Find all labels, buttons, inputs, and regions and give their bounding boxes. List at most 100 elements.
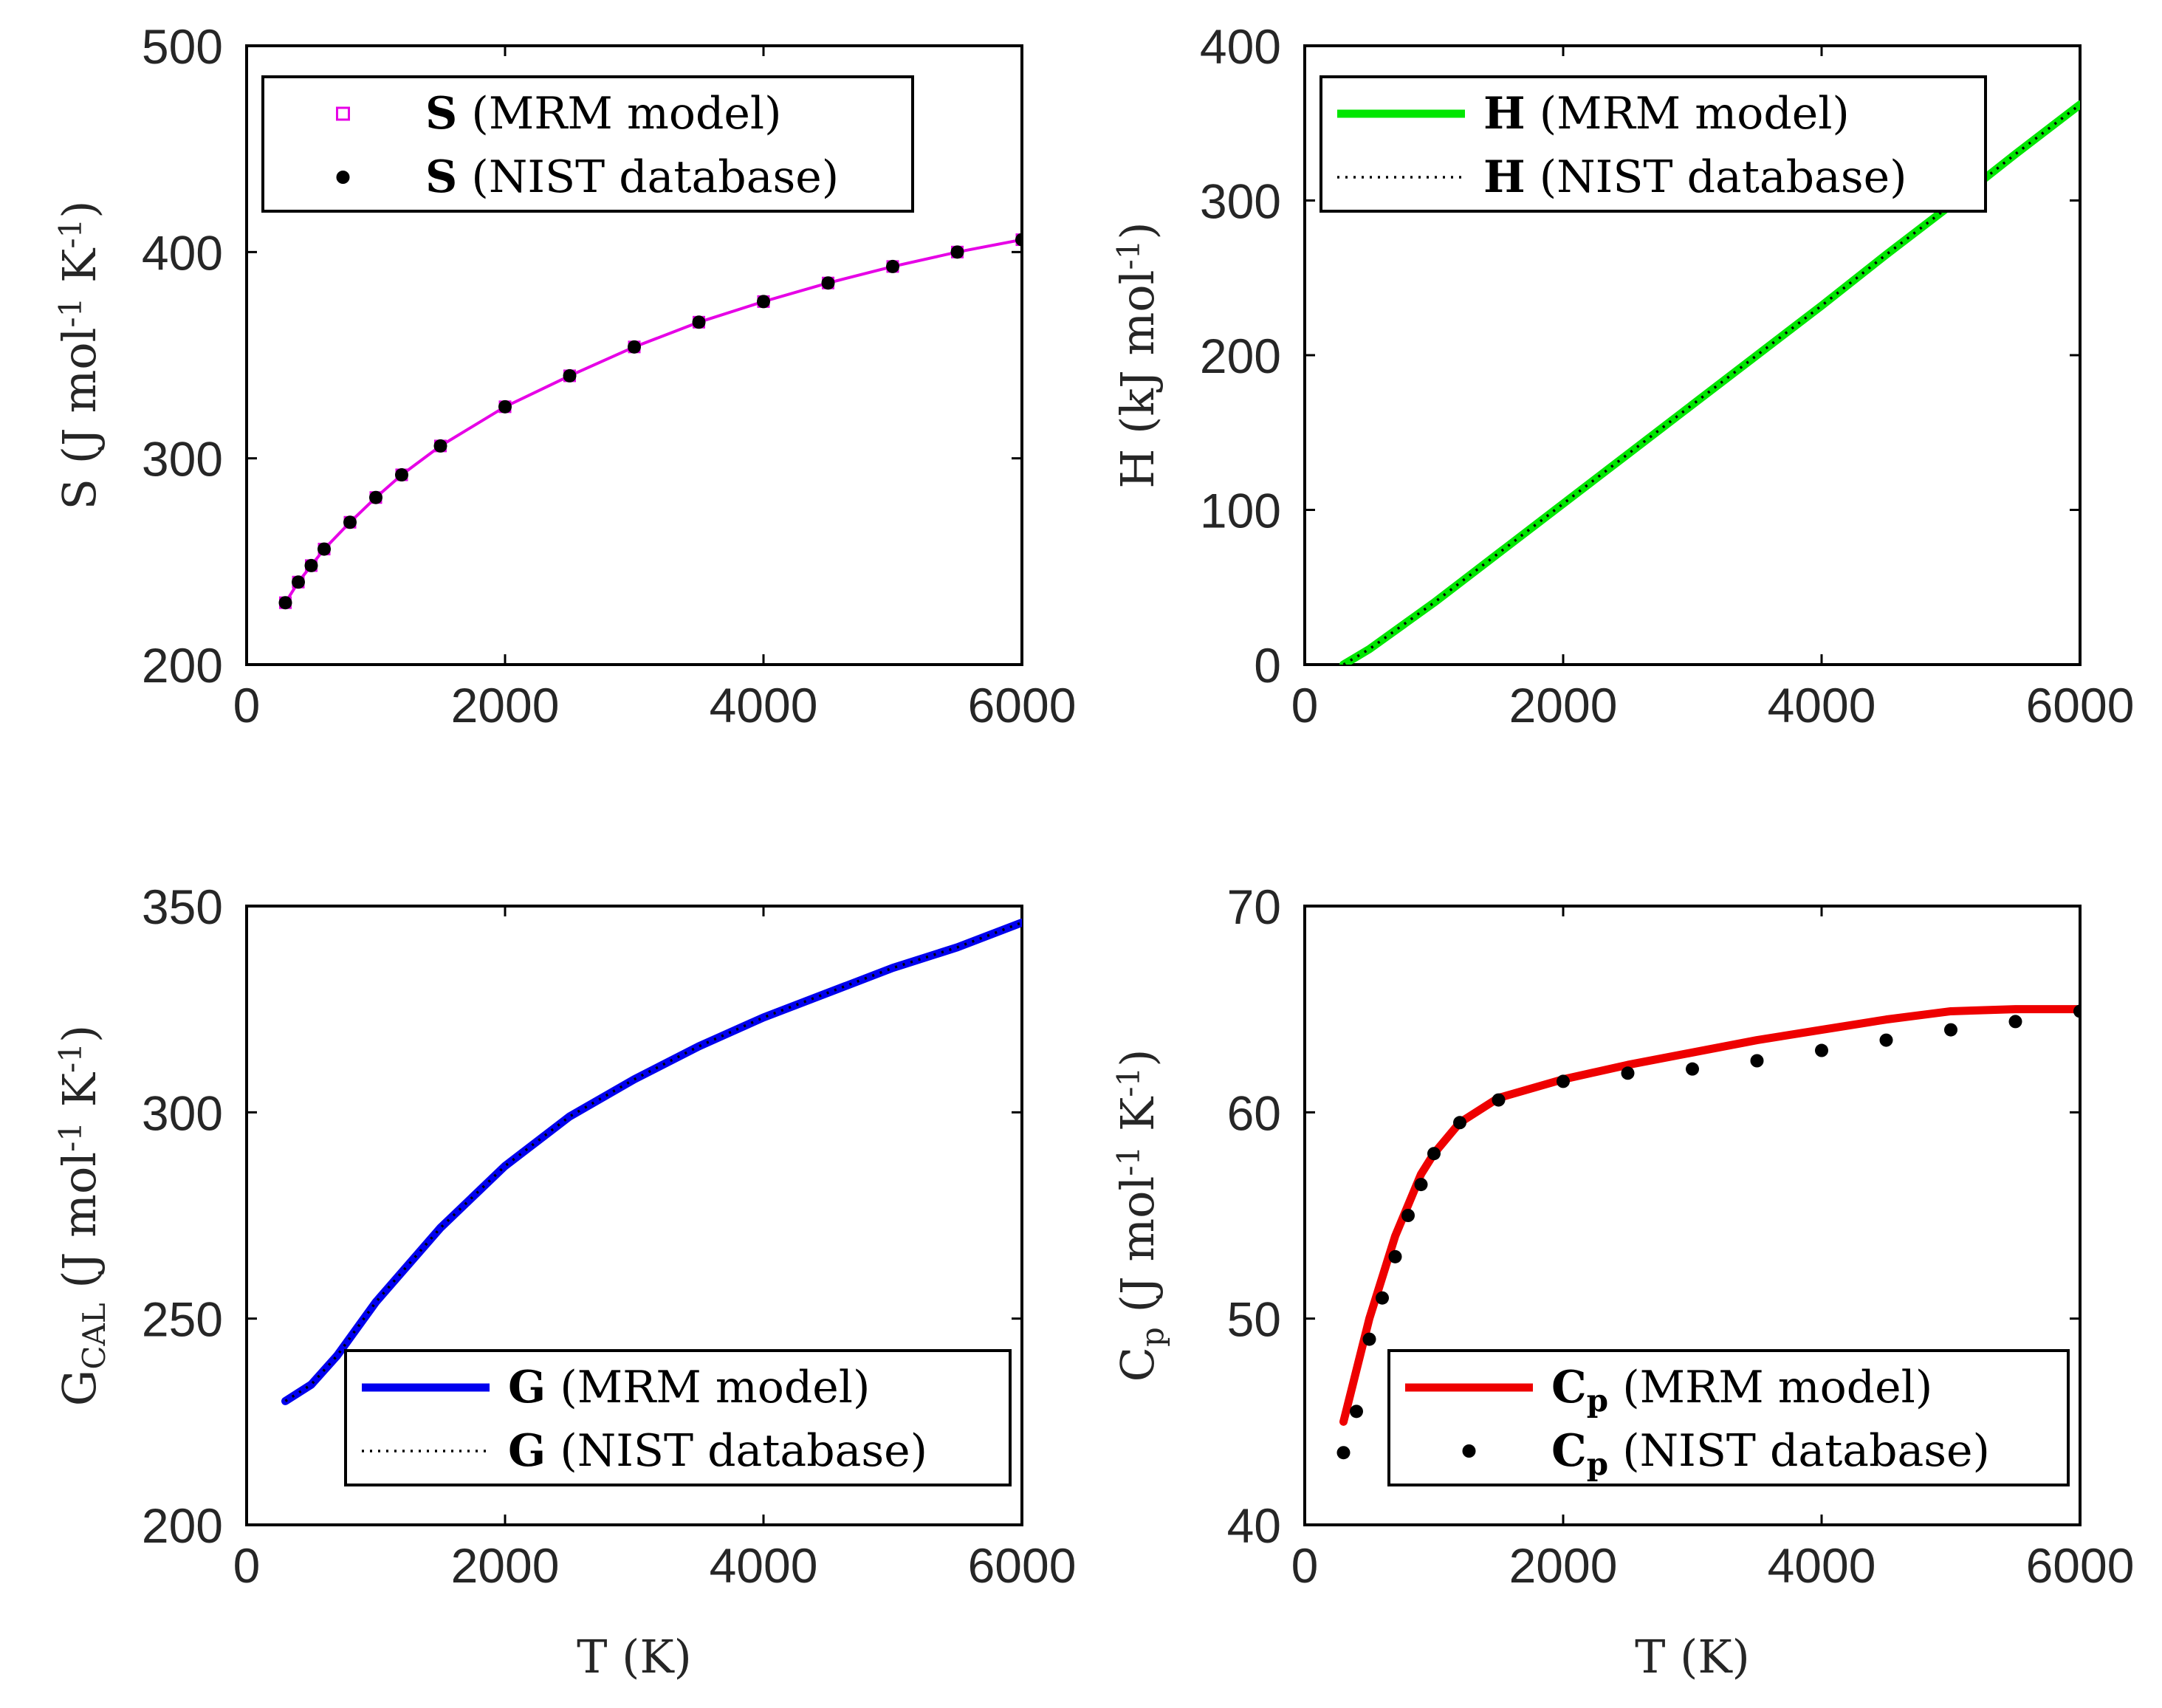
legend: Cp (MRM model) Cp (NIST database) bbox=[1387, 1349, 2070, 1486]
legend-label: G (MRM model) bbox=[508, 1362, 870, 1413]
x-tick-label: 4000 bbox=[1768, 678, 1876, 733]
legend-label: Cp (NIST database) bbox=[1551, 1425, 1990, 1482]
x-tick-label: 0 bbox=[233, 678, 261, 733]
data-point-nist bbox=[2073, 1004, 2080, 1018]
legend-swatch bbox=[336, 106, 350, 121]
y-tick-label: 400 bbox=[142, 225, 223, 280]
legend-label: G (NIST database) bbox=[508, 1425, 927, 1477]
series-line-model bbox=[281, 918, 1022, 1405]
x-tick-label: 6000 bbox=[2026, 1538, 2135, 1593]
legend-box bbox=[1387, 1349, 2070, 1486]
y-tick-label: 100 bbox=[1200, 484, 1281, 538]
legend-label: H (NIST database) bbox=[1483, 151, 1907, 203]
data-point-nist bbox=[1686, 1062, 1699, 1076]
data-point-nist bbox=[1376, 1291, 1389, 1305]
data-point-nist bbox=[2008, 1015, 2022, 1029]
legend-swatch bbox=[336, 171, 350, 184]
gibbs-chart: 0 2000 4000 6000 200 250 300 350 GCAL (J mol-1 K… bbox=[52, 879, 1076, 1684]
y-tick-label: 60 bbox=[1227, 1085, 1281, 1140]
data-point-nist bbox=[1815, 1043, 1828, 1057]
data-point-nist bbox=[563, 368, 577, 383]
y-tick-label: 50 bbox=[1227, 1292, 1281, 1347]
y-tick-label: 250 bbox=[142, 1292, 223, 1347]
plot-area bbox=[1336, 1004, 2080, 1460]
data-point-nist bbox=[1750, 1054, 1764, 1068]
data-point-nist bbox=[692, 315, 706, 329]
axes-frame bbox=[1303, 905, 2082, 1526]
data-point-nist bbox=[1944, 1023, 1957, 1037]
y-tick-label: 70 bbox=[1227, 879, 1281, 934]
data-point-nist bbox=[757, 295, 770, 309]
legend-swatch bbox=[1462, 1444, 1476, 1458]
legend-label: Cp (MRM model) bbox=[1551, 1362, 1932, 1419]
axes-frame bbox=[245, 44, 1023, 666]
data-point-nist bbox=[1557, 1074, 1570, 1088]
legend: G (MRM model) G (NIST database) bbox=[344, 1349, 1012, 1486]
axes-frame bbox=[245, 905, 1023, 1526]
data-point-nist bbox=[1350, 1405, 1363, 1419]
plot-area bbox=[281, 918, 1022, 1405]
x-axis-label: T (K) bbox=[1635, 1630, 1750, 1684]
data-point-nist bbox=[433, 439, 447, 453]
x-tick-label: 6000 bbox=[2026, 678, 2135, 733]
y-axis-label: Cp (J mol-1 K-1) bbox=[1111, 1049, 1170, 1382]
y-tick-label: 500 bbox=[142, 19, 223, 74]
x-tick-label: 0 bbox=[233, 1538, 261, 1593]
data-point-nist bbox=[369, 490, 382, 504]
data-point-nist bbox=[821, 276, 835, 290]
data-point-nist bbox=[318, 542, 331, 556]
x-tick-label: 0 bbox=[1291, 1538, 1319, 1593]
data-point-nist bbox=[1015, 233, 1022, 247]
x-tick-label: 2000 bbox=[1509, 678, 1618, 733]
enthalpy-chart: 0 2000 4000 6000 0 100 200 300 400 H (kJ mol-1) H … bbox=[1111, 19, 2134, 733]
legend-label: S (MRM model) bbox=[425, 88, 781, 140]
data-point-nist bbox=[1492, 1093, 1506, 1107]
x-tick-label: 6000 bbox=[968, 1538, 1077, 1593]
data-point-nist bbox=[1879, 1033, 1893, 1047]
heat-capacity-chart: 0 2000 4000 6000 40 50 60 70 Cp (J mol-1 K-1) T (… bbox=[1111, 879, 2134, 1684]
legend: H (MRM model) H (NIST database) bbox=[1319, 75, 1987, 213]
data-point-nist bbox=[1401, 1209, 1415, 1222]
data-point-nist bbox=[950, 245, 964, 259]
x-tick-label: 2000 bbox=[1509, 1538, 1618, 1593]
data-point-nist bbox=[1336, 1446, 1351, 1460]
data-point-nist bbox=[292, 575, 305, 589]
y-tick-label: 0 bbox=[1254, 638, 1281, 693]
data-point-nist bbox=[1388, 1249, 1402, 1263]
x-tick-label: 4000 bbox=[1768, 1538, 1876, 1593]
legend-box bbox=[1319, 75, 1987, 213]
x-tick-label: 4000 bbox=[710, 1538, 818, 1593]
y-tick-label: 350 bbox=[142, 879, 223, 934]
legend-label: H (MRM model) bbox=[1483, 88, 1850, 140]
y-tick-label: 300 bbox=[142, 1085, 223, 1140]
data-point-nist bbox=[1362, 1332, 1376, 1346]
y-axis-label: GCAL (J mol-1 K-1) bbox=[52, 1025, 112, 1406]
series-line-nist bbox=[284, 921, 1022, 1402]
x-axis-label: T (K) bbox=[577, 1630, 692, 1684]
entropy-chart: 0 2000 4000 6000 200 300 400 500 S (J mol-1 K-1)… bbox=[52, 19, 1076, 733]
data-point-nist bbox=[1427, 1147, 1441, 1161]
legend-box bbox=[344, 1349, 1012, 1486]
y-tick-label: 200 bbox=[142, 638, 223, 693]
plot-area bbox=[278, 233, 1022, 610]
data-point-nist bbox=[886, 259, 899, 273]
legend-label: S (NIST database) bbox=[425, 151, 839, 203]
series-line-model bbox=[284, 238, 1022, 604]
data-point-nist bbox=[1621, 1066, 1635, 1080]
x-tick-label: 6000 bbox=[968, 678, 1077, 733]
y-tick-label: 200 bbox=[1200, 329, 1281, 383]
data-point-nist bbox=[395, 468, 408, 482]
y-tick-label: 200 bbox=[142, 1498, 223, 1553]
y-axis-label: H (kJ mol-1) bbox=[1111, 222, 1164, 488]
x-tick-label: 0 bbox=[1291, 678, 1319, 733]
y-tick-label: 400 bbox=[1200, 19, 1281, 74]
data-point-nist bbox=[343, 515, 357, 529]
data-point-nist bbox=[304, 558, 318, 572]
y-tick-label: 300 bbox=[1200, 174, 1281, 229]
y-tick-label: 40 bbox=[1227, 1498, 1281, 1553]
x-tick-label: 4000 bbox=[710, 678, 818, 733]
data-point-nist bbox=[1453, 1116, 1466, 1130]
x-tick-label: 2000 bbox=[451, 1538, 560, 1593]
y-axis-label: S (J mol-1 K-1) bbox=[52, 201, 106, 510]
